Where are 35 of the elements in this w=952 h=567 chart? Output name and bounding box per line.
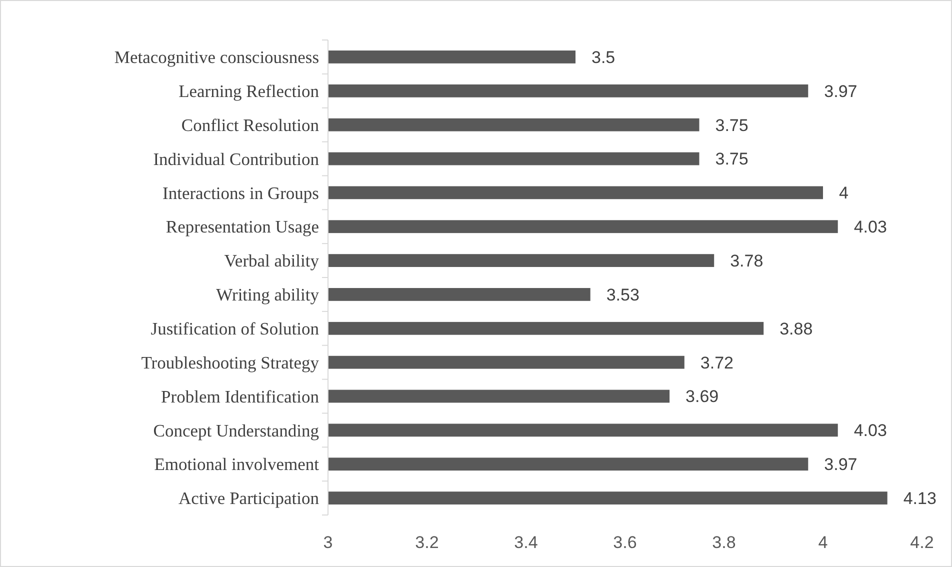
data-label: 3.75: [715, 150, 748, 169]
data-label: 3.72: [700, 353, 734, 372]
y-tick-label: Metacognitive consciousness: [114, 47, 320, 68]
data-label: 4.03: [854, 421, 887, 440]
x-tick-label: 4.2: [910, 533, 934, 552]
data-label: 3.69: [686, 387, 719, 406]
data-label: 3.78: [730, 251, 764, 270]
x-tick-label: 3.8: [712, 533, 736, 552]
data-label: 3.97: [824, 455, 858, 474]
y-tick-label: Conflict Resolution: [181, 114, 320, 135]
y-tick-label: Active Participation: [178, 488, 320, 508]
data-label: 3.75: [715, 116, 748, 135]
y-tick-label: Learning Reflection: [178, 81, 320, 102]
y-tick-label: Writing ability: [216, 284, 320, 305]
data-label: 3.88: [780, 319, 813, 338]
y-tick-label: Emotional involvement: [154, 454, 320, 474]
y-tick-label: Problem Identification: [161, 386, 320, 406]
y-tick-label: Individual Contribution: [153, 148, 320, 169]
x-tick-label: 3: [323, 533, 333, 552]
x-tick-label: 4: [818, 533, 828, 552]
data-label: 3.97: [824, 82, 858, 101]
x-tick-label: 3.2: [415, 533, 439, 552]
data-label: 4: [839, 184, 848, 203]
data-label: 3.5: [592, 48, 616, 67]
x-tick-label: 3.4: [514, 533, 538, 552]
y-tick-label: Representation Usage: [166, 216, 320, 237]
y-tick-label: Justification of Solution: [150, 318, 320, 339]
x-tick-label: 3.6: [613, 533, 637, 552]
data-label: 4.03: [854, 218, 887, 237]
y-tick-label: Troubleshooting Strategy: [141, 352, 320, 372]
y-tick-label: Verbal ability: [224, 250, 320, 271]
data-label: 4.13: [903, 488, 936, 508]
y-tick-label: Interactions in Groups: [162, 182, 320, 203]
data-label: 3.53: [606, 285, 640, 304]
y-tick-label: Concept Understanding: [153, 420, 320, 440]
